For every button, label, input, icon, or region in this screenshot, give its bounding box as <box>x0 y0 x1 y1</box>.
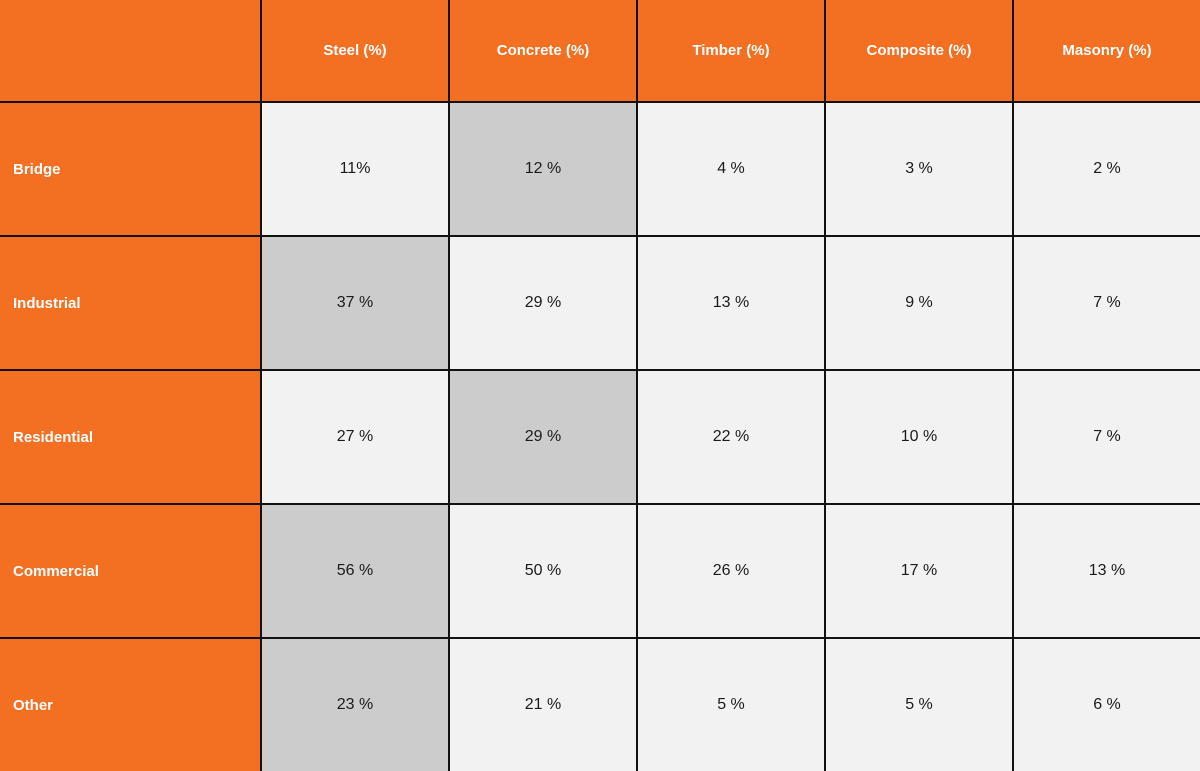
corner-cell <box>0 0 262 103</box>
table-cell: 56 % <box>260 503 450 639</box>
row-header: Residential <box>0 369 262 505</box>
table-cell: 11% <box>260 101 450 237</box>
table-cell: 13 % <box>636 235 826 371</box>
table-cell: 29 % <box>448 369 638 505</box>
row-header: Bridge <box>0 101 262 237</box>
table-row: Other 23 % 21 % 5 % 5 % 6 % <box>0 637 1200 771</box>
table-cell: 29 % <box>448 235 638 371</box>
table-cell: 22 % <box>636 369 826 505</box>
table-cell: 21 % <box>448 637 638 771</box>
table-cell: 9 % <box>824 235 1014 371</box>
table-body: Bridge 11% 12 % 4 % 3 % 2 % Industrial 37 % 29 %… <box>0 101 1200 771</box>
table-row: Bridge 11% 12 % 4 % 3 % 2 % <box>0 101 1200 237</box>
table-cell: 50 % <box>448 503 638 639</box>
table-row: Industrial 37 % 29 % 13 % 9 % 7 % <box>0 235 1200 371</box>
table-cell: 23 % <box>260 637 450 771</box>
table-cell: 4 % <box>636 101 826 237</box>
table-cell: 5 % <box>824 637 1014 771</box>
table-row: Residential 27 % 29 % 22 % 10 % 7 % <box>0 369 1200 505</box>
row-header: Industrial <box>0 235 262 371</box>
column-header: Timber (%) <box>636 0 826 103</box>
header-row: Steel (%) Concrete (%) Timber (%) Composite… <box>0 0 1200 103</box>
table-cell: 12 % <box>448 101 638 237</box>
row-header: Other <box>0 637 262 771</box>
table-cell: 7 % <box>1012 369 1200 505</box>
table-cell: 2 % <box>1012 101 1200 237</box>
table-cell: 6 % <box>1012 637 1200 771</box>
table-cell: 17 % <box>824 503 1014 639</box>
table-cell: 37 % <box>260 235 450 371</box>
table-cell: 3 % <box>824 101 1014 237</box>
column-header: Masonry (%) <box>1012 0 1200 103</box>
table-cell: 10 % <box>824 369 1014 505</box>
table-cell: 13 % <box>1012 503 1200 639</box>
column-header: Steel (%) <box>260 0 450 103</box>
table-cell: 5 % <box>636 637 826 771</box>
table-cell: 26 % <box>636 503 826 639</box>
column-header: Composite (%) <box>824 0 1014 103</box>
column-header: Concrete (%) <box>448 0 638 103</box>
table-cell: 7 % <box>1012 235 1200 371</box>
row-header: Commercial <box>0 503 262 639</box>
table-cell: 27 % <box>260 369 450 505</box>
table-row: Commercial 56 % 50 % 26 % 17 % 13 % <box>0 503 1200 639</box>
